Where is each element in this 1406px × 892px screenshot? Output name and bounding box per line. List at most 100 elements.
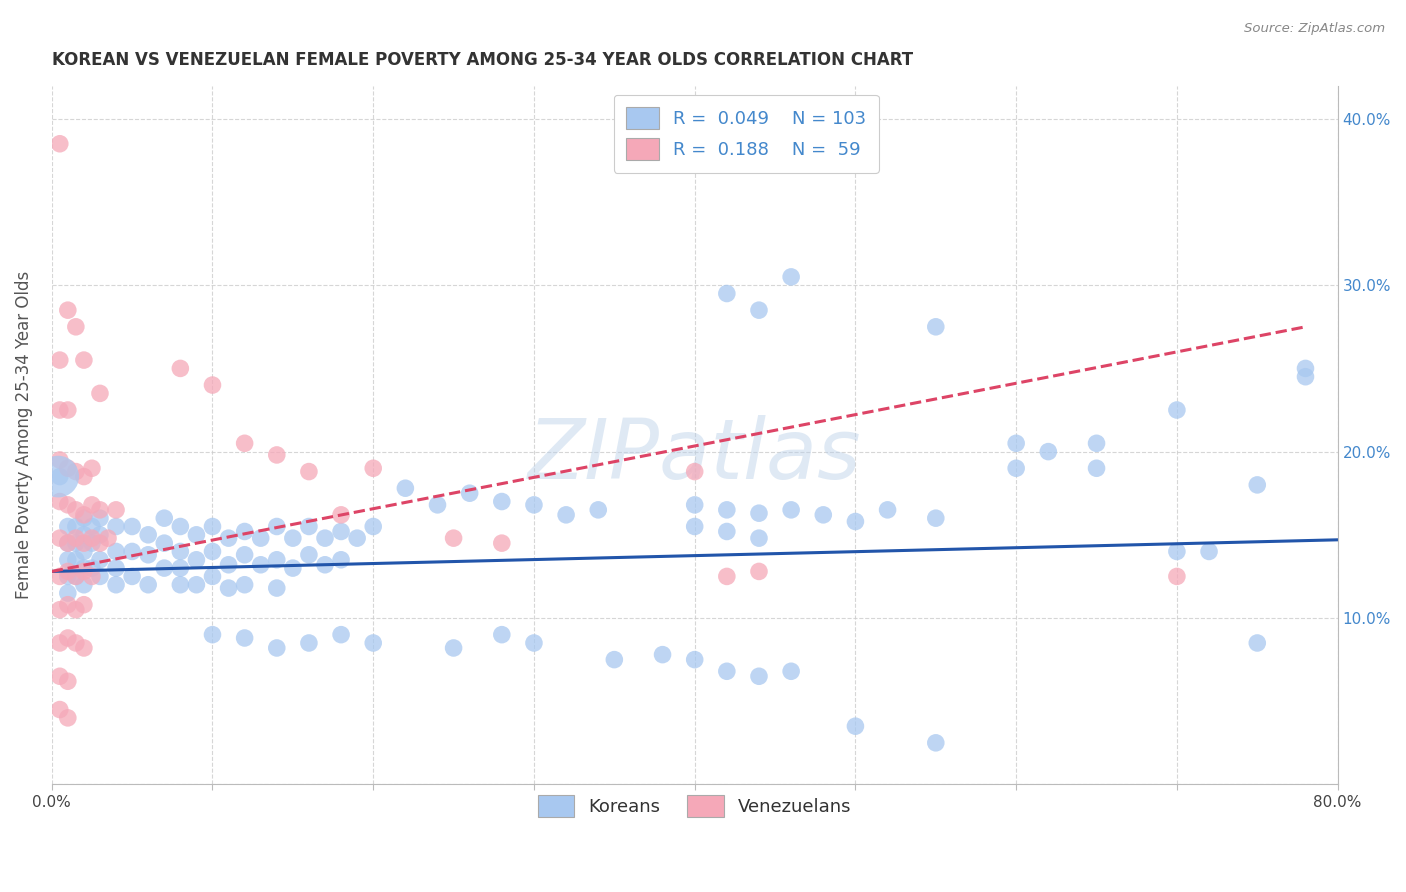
Point: [394, 481, 416, 495]
Point: [716, 569, 738, 583]
Point: [201, 628, 224, 642]
Point: [233, 524, 256, 539]
Point: [281, 531, 304, 545]
Point: [491, 536, 513, 550]
Point: [73, 528, 96, 542]
Point: [153, 511, 176, 525]
Point: [458, 486, 481, 500]
Point: [56, 536, 79, 550]
Point: [281, 561, 304, 575]
Point: [1005, 436, 1028, 450]
Point: [49, 469, 72, 483]
Point: [716, 503, 738, 517]
Point: [65, 569, 87, 583]
Point: [49, 531, 72, 545]
Text: ZIPatlas: ZIPatlas: [527, 416, 862, 497]
Point: [186, 528, 208, 542]
Point: [186, 553, 208, 567]
Point: [314, 558, 336, 572]
Point: [80, 536, 103, 550]
Point: [266, 519, 288, 533]
Point: [201, 378, 224, 392]
Point: [136, 578, 159, 592]
Point: [49, 669, 72, 683]
Point: [49, 603, 72, 617]
Point: [925, 511, 948, 525]
Point: [844, 515, 866, 529]
Point: [73, 353, 96, 368]
Point: [1198, 544, 1220, 558]
Point: [555, 508, 578, 522]
Point: [169, 578, 191, 592]
Point: [56, 461, 79, 475]
Point: [56, 403, 79, 417]
Point: [73, 640, 96, 655]
Point: [491, 628, 513, 642]
Point: [298, 519, 321, 533]
Point: [249, 558, 271, 572]
Point: [89, 536, 111, 550]
Point: [1085, 436, 1108, 450]
Point: [603, 652, 626, 666]
Point: [136, 548, 159, 562]
Point: [298, 548, 321, 562]
Point: [716, 286, 738, 301]
Point: [56, 536, 79, 550]
Point: [153, 561, 176, 575]
Point: [748, 506, 770, 520]
Point: [56, 303, 79, 318]
Point: [1295, 369, 1317, 384]
Point: [683, 652, 706, 666]
Point: [121, 519, 143, 533]
Point: [201, 569, 224, 583]
Point: [491, 494, 513, 508]
Legend: Koreans, Venezuelans: Koreans, Venezuelans: [530, 788, 859, 824]
Point: [201, 519, 224, 533]
Point: [49, 702, 72, 716]
Point: [876, 503, 898, 517]
Text: Source: ZipAtlas.com: Source: ZipAtlas.com: [1244, 22, 1385, 36]
Point: [73, 565, 96, 579]
Point: [89, 528, 111, 542]
Point: [65, 569, 87, 583]
Point: [748, 303, 770, 318]
Point: [65, 636, 87, 650]
Point: [443, 640, 465, 655]
Point: [523, 498, 546, 512]
Point: [716, 524, 738, 539]
Point: [314, 531, 336, 545]
Point: [1038, 444, 1060, 458]
Point: [1005, 461, 1028, 475]
Point: [169, 361, 191, 376]
Point: [65, 319, 87, 334]
Point: [89, 503, 111, 517]
Point: [56, 519, 79, 533]
Point: [73, 598, 96, 612]
Point: [65, 531, 87, 545]
Point: [105, 503, 128, 517]
Point: [49, 136, 72, 151]
Point: [683, 465, 706, 479]
Point: [49, 636, 72, 650]
Point: [80, 519, 103, 533]
Point: [780, 665, 803, 679]
Point: [121, 544, 143, 558]
Point: [89, 386, 111, 401]
Point: [361, 461, 384, 475]
Point: [201, 544, 224, 558]
Point: [49, 494, 72, 508]
Point: [169, 519, 191, 533]
Point: [49, 403, 72, 417]
Point: [89, 553, 111, 567]
Point: [169, 561, 191, 575]
Point: [186, 578, 208, 592]
Point: [233, 548, 256, 562]
Point: [105, 519, 128, 533]
Point: [1166, 569, 1188, 583]
Point: [153, 536, 176, 550]
Point: [361, 636, 384, 650]
Point: [65, 465, 87, 479]
Point: [330, 508, 353, 522]
Point: [89, 569, 111, 583]
Point: [361, 519, 384, 533]
